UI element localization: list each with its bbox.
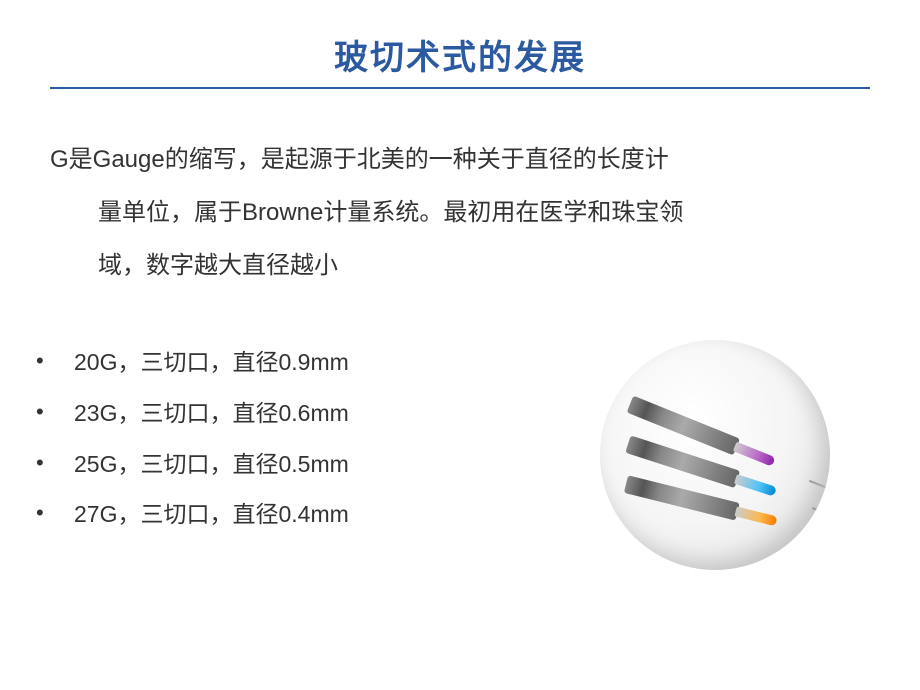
list-item: 27G，三切口，直径0.4mm [50, 489, 349, 540]
description-line-1: G是Gauge的缩写，是起源于北美的一种关于直径的长度计 [50, 146, 669, 173]
bullet-text: 20G，三切口，直径0.9mm [58, 349, 349, 375]
bullet-text: 23G，三切口，直径0.6mm [58, 400, 349, 426]
gauge-list: 20G，三切口，直径0.9mm 23G，三切口，直径0.6mm 25G，三切口，… [50, 337, 349, 539]
instrument-tip-orange [734, 506, 777, 526]
description-paragraph: G是Gauge的缩写，是起源于北美的一种关于直径的长度计 量单位，属于Brown… [50, 134, 870, 292]
instrument-tip-purple [733, 442, 776, 467]
list-item: 20G，三切口，直径0.9mm [50, 337, 349, 388]
title-underline [50, 87, 870, 89]
list-item: 23G，三切口，直径0.6mm [50, 388, 349, 439]
instrument-image [600, 340, 830, 570]
instrument-tip-blue [734, 474, 777, 496]
description-line-2: 量单位，属于Browne计量系统。最初用在医学和珠宝领 [50, 187, 870, 240]
bullet-text: 27G，三切口，直径0.4mm [58, 501, 349, 527]
slide-title: 玻切术式的发展 [50, 30, 870, 79]
bullet-text: 25G，三切口，直径0.5mm [58, 451, 349, 477]
list-item: 25G，三切口，直径0.5mm [50, 439, 349, 490]
description-line-3: 域，数字越大直径越小 [50, 240, 870, 293]
slide-container: 玻切术式的发展 G是Gauge的缩写，是起源于北美的一种关于直径的长度计 量单位… [0, 0, 920, 690]
